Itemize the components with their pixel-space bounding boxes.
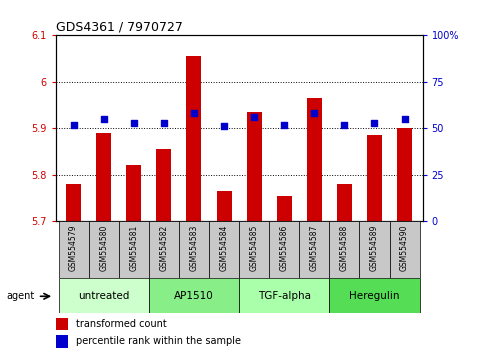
Point xyxy=(190,110,198,116)
Bar xyxy=(329,221,359,278)
Text: GDS4361 / 7970727: GDS4361 / 7970727 xyxy=(56,21,183,34)
Bar xyxy=(329,278,420,313)
Text: GSM554584: GSM554584 xyxy=(220,225,228,271)
Text: GSM554590: GSM554590 xyxy=(400,225,409,271)
Text: GSM554580: GSM554580 xyxy=(99,225,108,271)
Bar xyxy=(119,221,149,278)
Point xyxy=(160,120,168,126)
Bar xyxy=(239,278,329,313)
Text: Heregulin: Heregulin xyxy=(349,291,400,301)
Bar xyxy=(367,135,382,221)
Bar xyxy=(209,221,239,278)
Bar xyxy=(277,196,292,221)
Point xyxy=(280,122,288,127)
Bar xyxy=(186,56,201,221)
Text: GSM554589: GSM554589 xyxy=(370,225,379,271)
Text: untreated: untreated xyxy=(78,291,129,301)
Point xyxy=(220,124,228,129)
Text: GSM554586: GSM554586 xyxy=(280,225,289,271)
Text: AP1510: AP1510 xyxy=(174,291,214,301)
Point xyxy=(70,122,77,127)
Text: TGF-alpha: TGF-alpha xyxy=(258,291,311,301)
Text: GSM554581: GSM554581 xyxy=(129,225,138,271)
Text: transformed count: transformed count xyxy=(76,319,167,329)
Point xyxy=(401,116,409,122)
Bar xyxy=(56,335,69,348)
Point xyxy=(341,122,348,127)
Bar xyxy=(216,191,231,221)
Bar xyxy=(56,318,69,330)
Point xyxy=(370,120,378,126)
Bar xyxy=(89,221,119,278)
Point xyxy=(130,120,138,126)
Bar xyxy=(58,278,149,313)
Bar xyxy=(389,221,420,278)
Bar xyxy=(149,221,179,278)
Point xyxy=(100,116,108,122)
Bar xyxy=(58,221,89,278)
Bar xyxy=(96,133,111,221)
Bar xyxy=(359,221,389,278)
Text: GSM554579: GSM554579 xyxy=(69,225,78,271)
Bar xyxy=(269,221,299,278)
Text: GSM554585: GSM554585 xyxy=(250,225,258,271)
Text: GSM554582: GSM554582 xyxy=(159,225,169,271)
Bar xyxy=(247,112,262,221)
Bar xyxy=(397,128,412,221)
Bar xyxy=(239,221,269,278)
Text: GSM554588: GSM554588 xyxy=(340,225,349,271)
Bar xyxy=(126,165,142,221)
Bar xyxy=(307,98,322,221)
Bar xyxy=(337,184,352,221)
Bar xyxy=(156,149,171,221)
Point xyxy=(311,110,318,116)
Text: GSM554583: GSM554583 xyxy=(189,225,199,271)
Point xyxy=(250,114,258,120)
Text: agent: agent xyxy=(6,291,34,301)
Text: percentile rank within the sample: percentile rank within the sample xyxy=(76,336,241,346)
Bar xyxy=(299,221,329,278)
Text: GSM554587: GSM554587 xyxy=(310,225,319,271)
Bar xyxy=(179,221,209,278)
Bar xyxy=(149,278,239,313)
Bar xyxy=(66,184,81,221)
